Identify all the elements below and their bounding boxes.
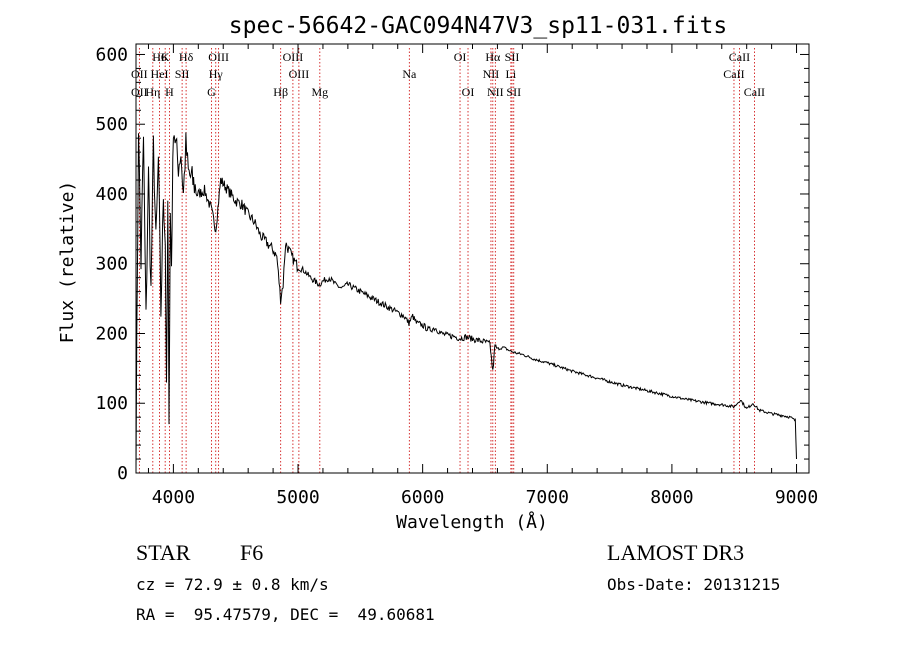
x-tick-label: 5000 — [276, 487, 319, 508]
x-tick-label: 9000 — [775, 487, 818, 508]
line-label-oi: OI — [454, 50, 467, 64]
obs-date: Obs-Date: 20131215 — [607, 575, 780, 594]
line-label-sii: SII — [506, 85, 521, 99]
y-tick-label: 200 — [95, 323, 128, 344]
line-label-nii: NII — [487, 85, 504, 99]
y-tick-label: 500 — [95, 114, 128, 135]
plot-frame — [135, 43, 810, 474]
object-type: STAR — [136, 540, 191, 565]
line-label-k: K — [161, 50, 170, 64]
line-label-oi: OI — [462, 85, 475, 99]
line-label-oiii: OIII — [208, 50, 229, 64]
y-axis: 0 100 200 300 400 500 600 — [95, 44, 809, 484]
x-tick-label: 4000 — [152, 487, 195, 508]
line-label-sii: SII — [505, 50, 520, 64]
chart-title: spec-56642-GAC094N47V3_sp11-031.fits — [229, 13, 728, 39]
line-marker-labels: Hδ KH6 OIII OIII OI Hα SII CaII OII HeI SII Hγ OIII N… — [131, 50, 765, 99]
line-label-sii: SII — [175, 67, 190, 81]
line-label-hη: Hη — [145, 85, 160, 99]
line-label-hei: HeI — [151, 67, 169, 81]
ra-dec: RA = 95.47579, DEC = 49.60681 — [136, 605, 435, 624]
line-label-hδ: Hδ — [179, 50, 194, 64]
x-tick-label: 8000 — [650, 487, 693, 508]
line-label-oii: OII — [131, 67, 148, 81]
line-label-caii: CaII — [723, 67, 744, 81]
object-subclass: F6 — [240, 540, 263, 565]
line-markers — [138, 48, 755, 473]
redshift-cz: cz = 72.9 ± 0.8 km/s — [136, 575, 329, 594]
line-label-nii: NII — [483, 67, 500, 81]
line-label-h6: H6 — [152, 50, 167, 64]
y-axis-label: Flux (relative) — [57, 181, 78, 344]
line-label-g: G — [207, 85, 216, 99]
x-axis: 4000 5000 6000 7000 8000 9000 — [147, 44, 818, 508]
x-tick-label: 6000 — [401, 487, 444, 508]
line-label-caii: CaII — [744, 85, 765, 99]
line-label-hγ: Hγ — [209, 67, 224, 81]
y-tick-label: 400 — [95, 184, 128, 205]
line-label-oii: OII — [131, 85, 148, 99]
y-tick-label: 0 — [117, 463, 128, 484]
y-tick-label: 600 — [95, 44, 128, 65]
line-label-na: Na — [402, 67, 417, 81]
line-label-mg: Mg — [311, 85, 328, 99]
line-label-oiii: OIII — [283, 50, 304, 64]
x-tick-label: 7000 — [526, 487, 569, 508]
y-tick-label: 300 — [95, 254, 128, 275]
x-axis-label: Wavelength (Å) — [396, 511, 548, 533]
spectrum-series-line — [135, 132, 797, 472]
line-label-h: H — [165, 85, 174, 99]
y-tick-label: 100 — [95, 393, 128, 414]
line-label-caii: CaII — [729, 50, 750, 64]
line-label-li: Li — [506, 67, 517, 81]
line-label-hβ: Hβ — [273, 85, 288, 99]
line-label-oiii: OIII — [289, 67, 310, 81]
survey-name: LAMOST DR3 — [607, 540, 744, 565]
line-label-hα: Hα — [485, 50, 501, 64]
